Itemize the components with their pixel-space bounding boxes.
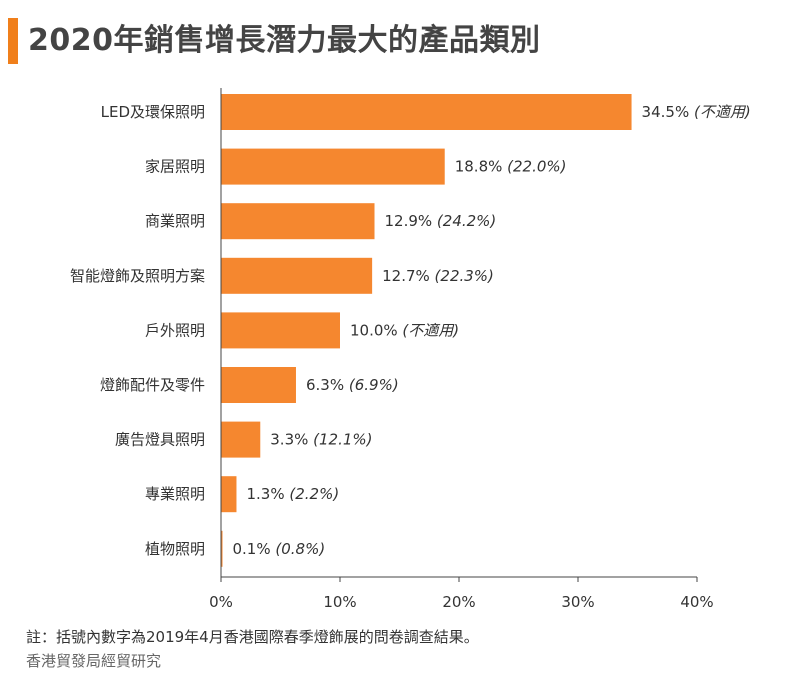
chart-title: 2020年銷售增長潛力最大的產品類別 bbox=[28, 23, 541, 58]
bar bbox=[221, 203, 375, 240]
value-text: 18.8% bbox=[455, 158, 507, 176]
previous-survey-label: (22.3%) bbox=[435, 267, 494, 285]
value-text: 0.1% bbox=[233, 540, 276, 558]
value-text: 12.9% bbox=[385, 212, 437, 230]
x-tick-label: 10% bbox=[323, 593, 356, 611]
bar bbox=[221, 148, 445, 185]
previous-survey-label: (0.8%) bbox=[275, 540, 325, 558]
source-note: 香港貿發局經貿研究 bbox=[26, 652, 162, 670]
previous-survey-label: (12.1%) bbox=[313, 431, 372, 449]
category-label: 燈飾配件及零件 bbox=[100, 376, 205, 394]
value-label: 12.9% (24.2%) bbox=[385, 212, 497, 230]
value-label: 1.3% (2.2%) bbox=[246, 485, 339, 503]
value-text: 10.0% bbox=[350, 321, 402, 339]
bar bbox=[221, 367, 296, 403]
value-text: 3.3% bbox=[270, 431, 313, 449]
value-label: 10.0% (不適用) bbox=[350, 321, 459, 339]
value-label: 3.3% (12.1%) bbox=[270, 431, 372, 449]
previous-survey-label: (24.2%) bbox=[437, 212, 496, 230]
previous-survey-label: (不適用) bbox=[694, 103, 751, 121]
x-tick-label: 30% bbox=[561, 593, 594, 611]
bar bbox=[221, 94, 632, 130]
value-text: 34.5% bbox=[642, 103, 694, 121]
category-label: LED及環保照明 bbox=[101, 103, 205, 121]
bar bbox=[221, 530, 223, 567]
x-tick-label: 40% bbox=[680, 593, 713, 611]
bar-chart: LED及環保照明 34.5% (不適用) 家居照明 18.8% (22.0%) 商業照明… bbox=[70, 88, 751, 611]
category-label: 專業照明 bbox=[145, 485, 205, 503]
previous-survey-label: (22.0%) bbox=[507, 158, 566, 176]
category-label: 商業照明 bbox=[145, 212, 205, 230]
value-label: 6.3% (6.9%) bbox=[306, 376, 399, 394]
previous-survey-label: (2.2%) bbox=[289, 485, 339, 503]
previous-survey-label: (不適用) bbox=[402, 321, 459, 339]
bar bbox=[221, 257, 373, 294]
title-accent-bar bbox=[8, 18, 18, 64]
category-label: 智能燈飾及照明方案 bbox=[70, 267, 205, 285]
x-tick-label: 0% bbox=[209, 593, 233, 611]
value-text: 1.3% bbox=[246, 485, 289, 503]
value-text: 12.7% bbox=[382, 267, 434, 285]
bar bbox=[221, 312, 340, 349]
category-label: 戶外照明 bbox=[145, 321, 205, 339]
bar bbox=[221, 421, 261, 458]
value-label: 12.7% (22.3%) bbox=[382, 267, 494, 285]
footnote: 註：括號內數字為2019年4月香港國際春季燈飾展的問卷調查結果。 bbox=[26, 628, 479, 646]
value-label: 34.5% (不適用) bbox=[642, 103, 751, 121]
bar bbox=[221, 476, 237, 513]
x-tick-label: 20% bbox=[442, 593, 475, 611]
category-label: 廣告燈具照明 bbox=[115, 431, 205, 449]
category-label: 家居照明 bbox=[145, 158, 205, 176]
value-text: 6.3% bbox=[306, 376, 349, 394]
value-label: 0.1% (0.8%) bbox=[233, 540, 326, 558]
previous-survey-label: (6.9%) bbox=[349, 376, 399, 394]
category-label: 植物照明 bbox=[145, 540, 205, 558]
value-label: 18.8% (22.0%) bbox=[455, 158, 567, 176]
